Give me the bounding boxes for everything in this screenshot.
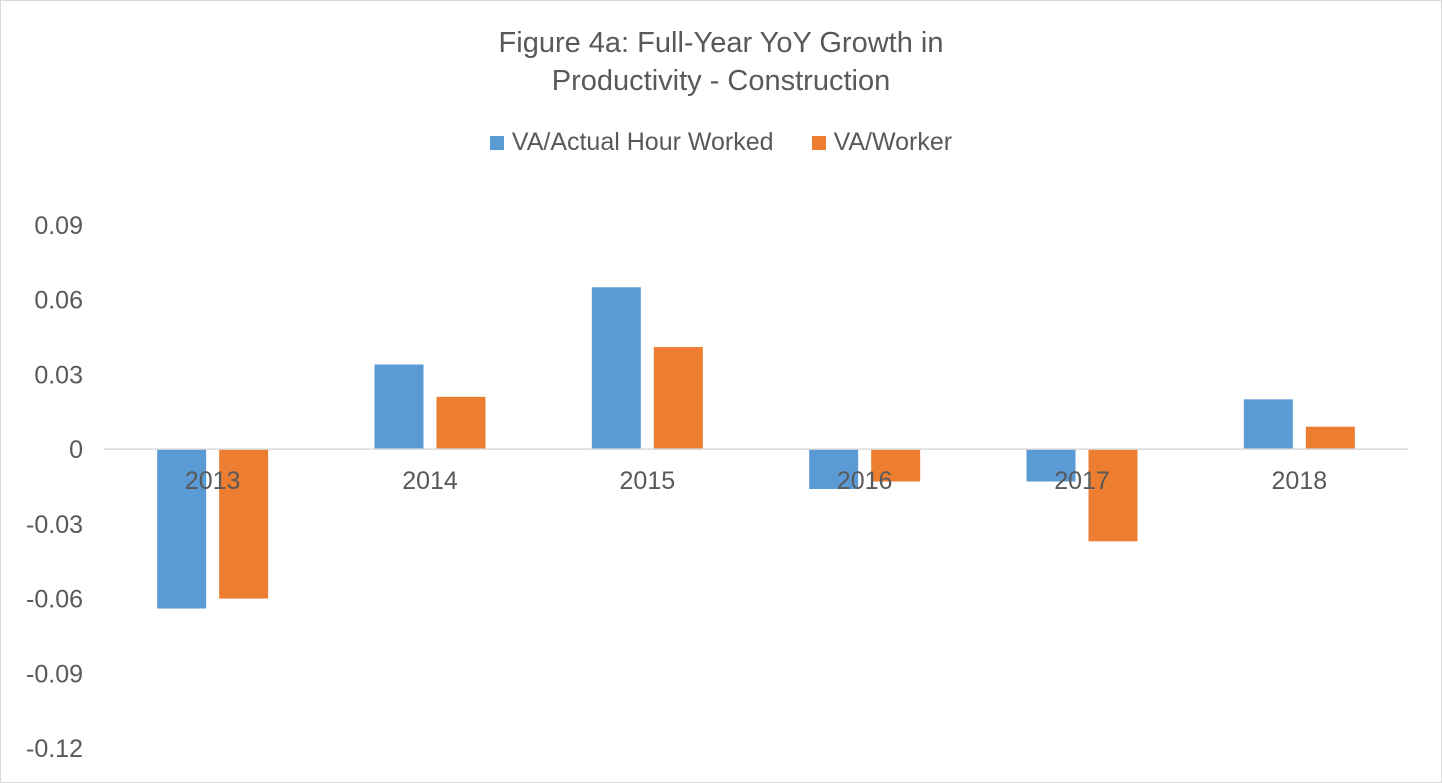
x-tick-label: 2014 [402, 467, 458, 495]
legend-label-series-2: VA/Worker [833, 128, 953, 156]
bar-series-2-2017 [1088, 449, 1138, 542]
y-tick-label: 0.06 [34, 287, 83, 315]
x-tick-label: 2018 [1272, 467, 1328, 495]
legend-swatch-series-1 [489, 135, 504, 150]
bar-series-1-2018 [1243, 399, 1293, 450]
chart-title: Figure 4a: Full-Year YoY Growth in Produ… [0, 24, 1442, 100]
y-tick-label: 0 [69, 436, 83, 464]
x-tick-label: 2016 [837, 467, 893, 495]
legend-item-series-1: VA/Actual Hour Worked [489, 128, 774, 157]
bar-series-1-2013 [157, 449, 207, 609]
bar-series-2-2015 [653, 347, 703, 450]
legend-label-series-1: VA/Actual Hour Worked [511, 128, 774, 156]
chart-title-line-1: Figure 4a: Full-Year YoY Growth in [498, 27, 944, 59]
y-tick-label: 0.03 [34, 361, 83, 389]
legend-swatch-series-2 [811, 135, 826, 150]
x-tick-label: 2017 [1054, 467, 1110, 495]
bar-series-2-2016 [871, 449, 921, 482]
y-tick-label: 0.09 [34, 212, 83, 240]
bar-series-1-2017 [1026, 449, 1076, 482]
bar-series-1-2015 [591, 287, 641, 450]
y-tick-label: -0.09 [26, 660, 83, 688]
x-tick-label: 2013 [185, 467, 241, 495]
bar-series-2-2013 [219, 449, 269, 599]
bar-series-1-2016 [809, 449, 859, 489]
y-tick-label: -0.06 [26, 586, 83, 614]
bar-series-2-2014 [436, 396, 486, 450]
bar-series-2-2018 [1305, 426, 1355, 450]
x-tick-label: 2015 [620, 467, 676, 495]
legend: VA/Actual Hour Worked VA/Worker [0, 128, 1442, 157]
y-tick-label: -0.12 [26, 735, 83, 763]
legend-item-series-2: VA/Worker [811, 128, 953, 157]
bar-series-1-2014 [374, 364, 424, 450]
y-tick-label: -0.03 [26, 511, 83, 539]
chart-title-line-2: Productivity - Construction [551, 65, 891, 97]
